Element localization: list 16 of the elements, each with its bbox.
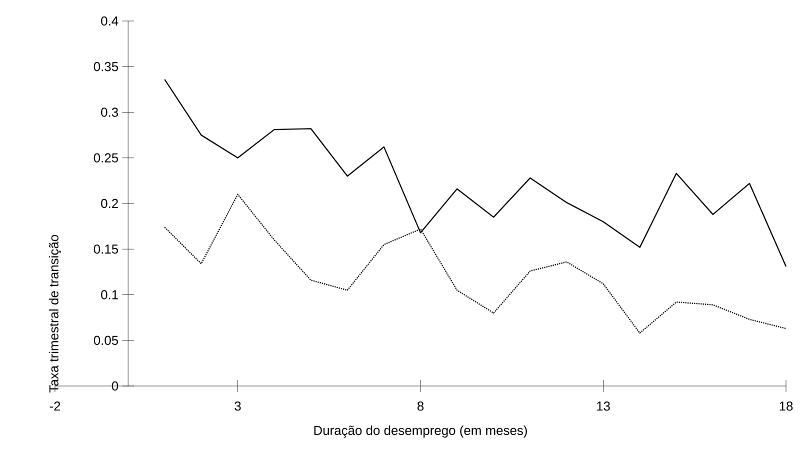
y-tick-label: 0.05 xyxy=(94,336,118,345)
x-tick-label: 13 xyxy=(597,402,610,411)
x-tick-label: 3 xyxy=(234,402,241,411)
y-tick-label: 0.35 xyxy=(94,62,118,72)
x-tick-label: -2 xyxy=(50,402,60,411)
y-tick-label: 0.2 xyxy=(101,198,118,208)
y-tick-label: 0.4 xyxy=(101,16,118,26)
y-axis-title: Taxa trimestral de transição xyxy=(48,234,62,392)
x-tick-label: 8 xyxy=(417,402,424,411)
y-tick-label: 0.15 xyxy=(94,244,118,254)
x-tick-label: 18 xyxy=(780,402,793,411)
y-tick-label: 0.25 xyxy=(94,153,118,162)
y-tick-label: 0.1 xyxy=(101,290,118,300)
x-axis-title: Duração do desemprego (em meses) xyxy=(314,426,527,438)
y-tick-label: 0.3 xyxy=(101,108,118,117)
y-tick-label: 0 xyxy=(112,381,118,391)
